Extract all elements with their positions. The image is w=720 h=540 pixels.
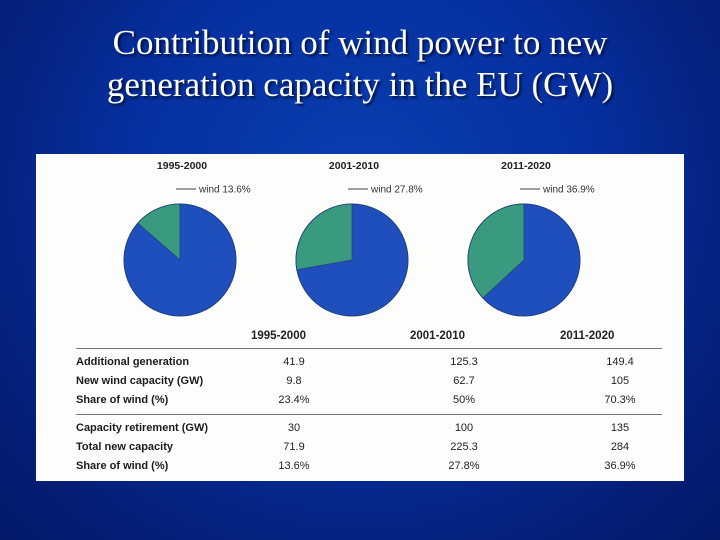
pie-charts: 1995-2000 wind 13.6% 2001-2010 wind 27.8% 20…	[123, 160, 595, 317]
row-label: Share of wind (%)	[76, 460, 169, 472]
table-row: Capacity retirement (GW) 30 100 135	[76, 422, 662, 440]
cell: 135	[610, 422, 630, 434]
cell: 41.9	[283, 356, 305, 368]
wind-share-label: wind 13.6%	[198, 185, 251, 196]
pie-slice-wind	[137, 203, 181, 261]
col-header-1995-2000: 1995-2000	[251, 330, 306, 342]
table-row: Share of wind (%) 13.6% 27.8% 36.9%	[76, 460, 662, 478]
cell: 50%	[452, 394, 476, 406]
pie-title: 2011-2020	[501, 160, 551, 172]
title-line-1: Contribution of wind power to new	[112, 23, 608, 62]
cell: 62.7	[453, 375, 475, 387]
col-header-2011-2020: 2011-2020	[560, 330, 615, 342]
row-label: Total new capacity	[76, 441, 173, 453]
wind-share-label: wind 36.9%	[542, 185, 595, 196]
cell: 23.4%	[278, 394, 310, 406]
table-row: New wind capacity (GW) 9.8 62.7 105	[76, 375, 662, 393]
col-header-2001-2010: 2001-2010	[410, 330, 465, 342]
row-label: Additional generation	[76, 356, 190, 368]
table-row: Share of wind (%) 23.4% 50% 70.3%	[76, 394, 662, 412]
cell: 70.3%	[604, 394, 636, 406]
cell: 225.3	[450, 441, 478, 453]
slide-title: Contribution of wind power to new genera…	[0, 22, 720, 106]
cell: 149.4	[606, 356, 634, 368]
cell: 9.8	[286, 375, 302, 387]
cell: 100	[454, 422, 474, 434]
header-rule	[76, 348, 662, 349]
section-rule	[76, 414, 662, 415]
cell: 284	[610, 441, 630, 453]
pie-slice-wind	[467, 203, 525, 299]
pie-title: 1995-2000	[157, 160, 207, 172]
cell: 36.9%	[604, 460, 636, 472]
cell: 71.9	[283, 441, 305, 453]
wind-share-label: wind 27.8%	[370, 185, 423, 196]
table-row: Total new capacity 71.9 225.3 284	[76, 441, 662, 459]
table-row: Additional generation 41.9 125.3 149.4	[76, 356, 662, 374]
cell: 125.3	[450, 356, 478, 368]
cell: 105	[610, 375, 630, 387]
table-header: 1995-2000 2001-2010 2011-2020	[76, 330, 662, 346]
title-line-2: generation capacity in the EU (GW)	[106, 65, 614, 104]
row-label: Capacity retirement (GW)	[76, 422, 209, 434]
cell: 13.6%	[278, 460, 310, 472]
pie-title: 2001-2010	[329, 160, 379, 172]
cell: 27.8%	[448, 460, 480, 472]
chart-panel: 1995-2000 wind 13.6% 2001-2010 wind 27.8% 20…	[36, 154, 684, 481]
pie-slice-wind	[295, 203, 353, 271]
row-label: Share of wind (%)	[76, 394, 169, 406]
row-label: New wind capacity (GW)	[76, 375, 204, 387]
cell: 30	[287, 422, 301, 434]
